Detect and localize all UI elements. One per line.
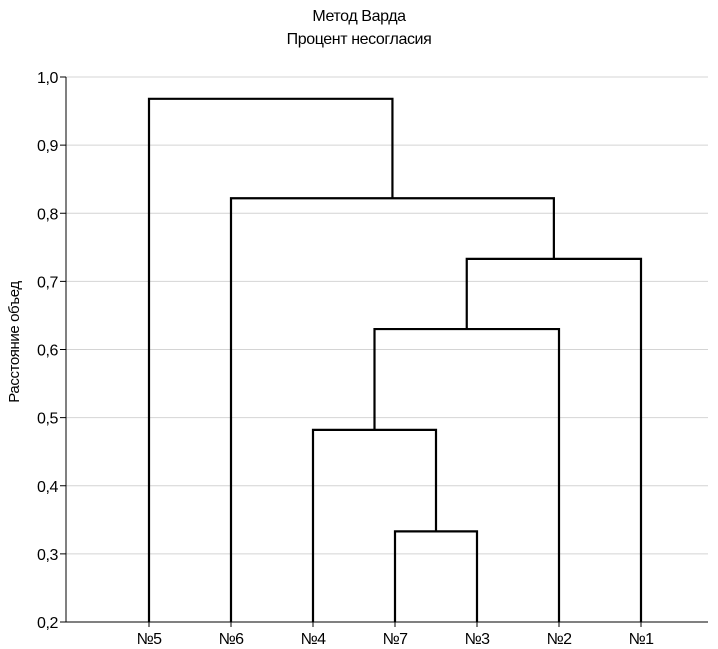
leaf-label: №1 — [629, 631, 655, 648]
dendrogram-link — [229, 197, 555, 622]
leaf-label: №6 — [219, 631, 245, 648]
y-tick-label: 0,9 — [37, 138, 59, 155]
leaf-label: №5 — [137, 631, 163, 648]
chart-title: Метод Варда — [312, 8, 406, 25]
y-tick-label: 0,5 — [37, 411, 59, 428]
y-tick-label: 0,7 — [37, 274, 59, 291]
leaf-label: №3 — [465, 631, 491, 648]
dendrogram-link — [311, 428, 438, 622]
leaf-label: №2 — [547, 631, 573, 648]
leaf-label: №7 — [383, 631, 409, 648]
dendrogram-link — [465, 257, 643, 622]
y-tick-label: 0,3 — [37, 547, 59, 564]
dendrogram-link — [373, 327, 561, 622]
dendrogram-link — [147, 97, 394, 622]
chart-subtitle: Процент несогласия — [286, 31, 432, 48]
y-tick-label: 0,2 — [37, 615, 59, 632]
y-tick-label: 0,8 — [37, 206, 59, 223]
leaf-label: №4 — [301, 631, 327, 648]
dendrogram-link — [393, 530, 479, 622]
y-tick-label: 0,4 — [37, 479, 59, 496]
y-tick-label: 1,0 — [37, 70, 59, 87]
y-tick-label: 0,6 — [37, 343, 59, 360]
